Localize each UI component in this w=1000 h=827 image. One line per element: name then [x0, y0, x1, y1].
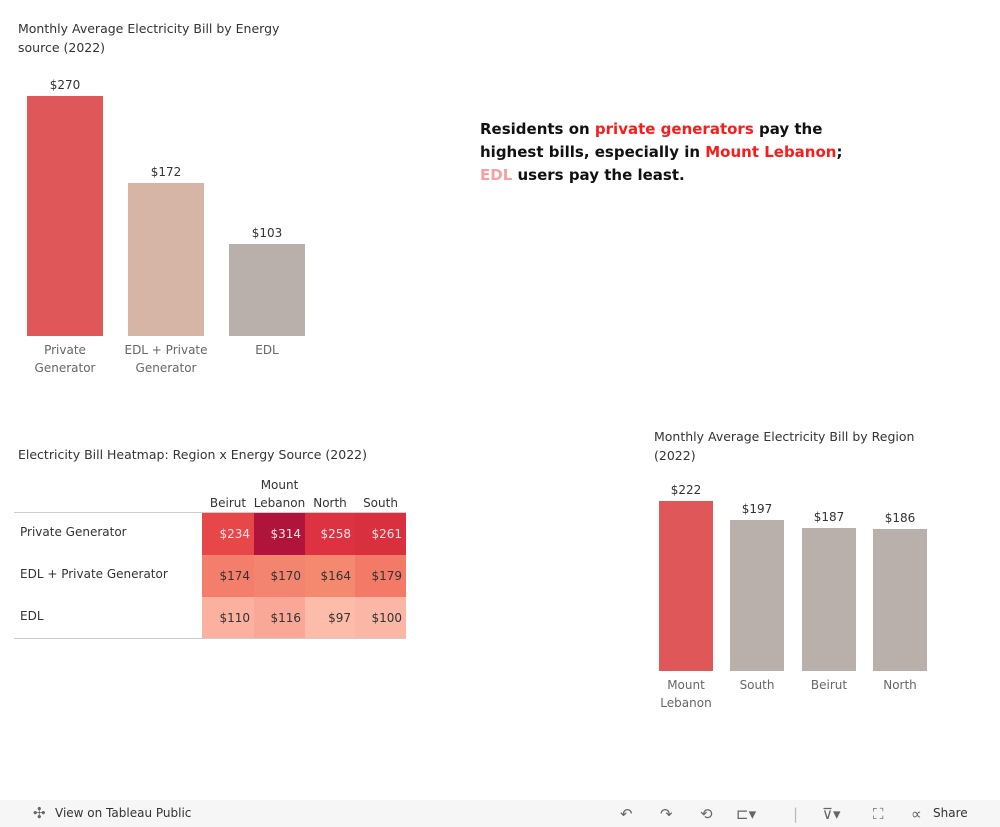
- heatmap-cell: $179: [355, 555, 406, 597]
- heatmap-title: Electricity Bill Heatmap: Region x Energ…: [18, 447, 367, 462]
- table-bottom-line: [14, 638, 406, 639]
- value-label: $187: [813, 509, 845, 524]
- category-label: North: [883, 678, 917, 692]
- category-label: Mount Lebanon: [660, 678, 712, 710]
- category-label: South: [739, 678, 775, 692]
- annotation-span: pay the highest bills, especially in: [480, 120, 823, 161]
- download-icon[interactable]: ⊽▾: [822, 805, 841, 823]
- value-label: $103: [251, 226, 283, 241]
- header-divider: [14, 512, 406, 513]
- refresh-icon[interactable]: ⊏▾: [736, 805, 757, 823]
- category-label: EDL + Private Generator: [124, 343, 208, 375]
- heatmap-cell: $234: [202, 513, 254, 555]
- annotation-span: Residents on: [480, 120, 595, 138]
- annotation-span: EDL: [480, 166, 513, 184]
- value-label: $186: [884, 510, 916, 525]
- heatmap-cell: $314: [254, 513, 305, 555]
- category-label: Private Generator: [34, 343, 96, 375]
- tableau-logo-icon: ✣: [33, 804, 46, 822]
- row-header: Private Generator: [20, 525, 127, 539]
- energy-chart-title: Monthly Average Electricity Bill by Ener…: [18, 21, 280, 55]
- heatmap-cell: $174: [202, 555, 254, 597]
- bar: [730, 520, 784, 671]
- bar: [659, 501, 713, 671]
- column-header: Beirut: [209, 496, 247, 510]
- fullscreen-icon[interactable]: ⛶: [873, 805, 884, 823]
- undo-icon[interactable]: ↶: [620, 805, 633, 823]
- heatmap-cell: $97: [305, 597, 355, 638]
- view-on-tableau-public-link[interactable]: View on Tableau Public: [55, 806, 192, 820]
- bar: [27, 96, 103, 336]
- heatmap-cell: $110: [202, 597, 254, 638]
- column-header: Mount Lebanon: [253, 478, 306, 510]
- heatmap-cell: $100: [355, 597, 406, 638]
- category-label: EDL: [255, 343, 279, 357]
- bar: [802, 527, 856, 671]
- footer-toolbar: ✣ View on Tableau Public ↶ ↷ ⟲ ⊏▾ | ⊽▾ ⛶…: [0, 800, 1000, 827]
- category-label: Beirut: [810, 678, 848, 692]
- redo-icon[interactable]: ↷: [660, 805, 673, 823]
- annotation-span: users pay the least.: [512, 166, 685, 184]
- heatmap-cell: $164: [305, 555, 355, 597]
- annotation-span: ;: [836, 143, 843, 161]
- row-header: EDL: [20, 609, 44, 623]
- heatmap-cell: $170: [254, 555, 305, 597]
- share-button[interactable]: Share: [933, 806, 968, 820]
- region-chart-title: Monthly Average Electricity Bill by Regi…: [654, 429, 915, 463]
- bar: [873, 528, 927, 671]
- heatmap-cell: $258: [305, 513, 355, 555]
- annotation-span: Mount Lebanon: [705, 143, 837, 161]
- heatmap-cell: $261: [355, 513, 406, 555]
- value-label: $222: [670, 483, 702, 497]
- value-label: $172: [150, 165, 182, 180]
- bar: [229, 244, 305, 336]
- annotation-span: private generators: [594, 120, 754, 138]
- share-icon[interactable]: ∝: [911, 805, 922, 823]
- heatmap-cell: $116: [254, 597, 305, 638]
- bar: [128, 183, 204, 336]
- column-header: South: [363, 496, 398, 510]
- divider: |: [793, 805, 799, 823]
- value-label: $197: [741, 502, 773, 517]
- revert-icon[interactable]: ⟲: [700, 805, 713, 823]
- annotation-text: Residents on private generators pay the …: [480, 118, 860, 187]
- column-header: North: [313, 496, 347, 510]
- value-label: $270: [49, 78, 81, 92]
- row-header: EDL + Private Generator: [20, 567, 168, 581]
